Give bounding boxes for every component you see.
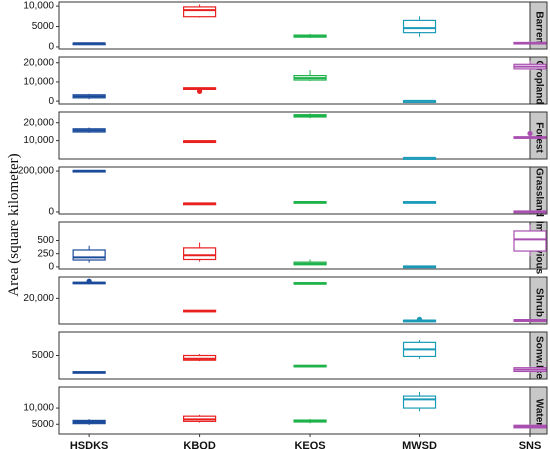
y-tick-label: 10,000 <box>23 77 54 88</box>
box-mwsd <box>402 156 437 160</box>
box-iqr <box>402 395 437 409</box>
panel-water: Water 5000 10,000 <box>23 386 548 435</box>
box-keqs <box>293 282 327 285</box>
box-hsdks <box>72 245 106 263</box>
panel-frame <box>58 111 531 160</box>
panel-frame <box>58 166 531 215</box>
box-iqr <box>182 247 217 261</box>
box-sns <box>513 366 547 373</box>
box-sns <box>513 60 547 71</box>
box-keqs <box>293 33 327 38</box>
box-mwsd <box>402 316 437 323</box>
box-hsdks <box>72 278 106 285</box>
y-tick-label: 20,000 <box>23 293 54 304</box>
box-hsdks <box>72 127 106 133</box>
box-hsdks <box>72 169 106 173</box>
x-tick-label-keqs: KEQS <box>294 440 325 449</box>
box-iqr <box>72 249 106 261</box>
box-hsdks <box>72 93 106 100</box>
y-tick-label: 10,000 <box>23 1 54 12</box>
box-keqs <box>293 200 327 204</box>
box-hsdks <box>72 371 106 374</box>
box-iqr <box>182 6 217 18</box>
box-kbqd <box>182 87 217 94</box>
y-tick-label: 20,000 <box>23 57 54 68</box>
box-mwsd <box>402 265 437 269</box>
outlier-point <box>196 88 203 94</box>
box-kbqd <box>182 202 217 206</box>
panel-strip-label: Grassland <box>533 168 544 217</box>
box-mwsd <box>402 339 437 359</box>
panel-frame <box>58 331 531 380</box>
panel-strip-label: Shrub <box>533 288 544 317</box>
panel-strip <box>529 276 548 325</box>
panel-frame <box>58 221 531 270</box>
box-keqs <box>293 113 327 119</box>
x-tick-label-hsdks: HSDKS <box>70 440 109 449</box>
box-mwsd <box>402 16 437 37</box>
box-kbqd <box>182 414 217 423</box>
box-keqs <box>293 364 327 368</box>
panel-sonwice: Sonw.Ice 5000 <box>32 331 548 380</box>
box-hsdks <box>72 419 106 425</box>
box-sns <box>513 210 547 214</box>
box-sns <box>513 130 547 139</box>
x-tick-label-sns: SNS <box>519 440 542 449</box>
panel-strip <box>529 386 548 435</box>
panel-frame <box>58 386 531 435</box>
box-keqs <box>293 70 327 81</box>
box-mwsd <box>402 99 437 103</box>
panel-strip <box>529 1 548 50</box>
y-tick-label: 200,000 <box>18 166 55 177</box>
box-sns <box>513 224 547 257</box>
y-tick-label: 5000 <box>32 419 55 430</box>
panel-strip-label: Water <box>533 399 544 427</box>
box-iqr <box>402 19 437 34</box>
y-tick-label: 10,000 <box>23 135 54 146</box>
y-tick-label: 10,000 <box>23 403 54 414</box>
y-tick-label: 0 <box>48 207 54 218</box>
box-mwsd <box>402 201 437 204</box>
panel-shrub: Shrub 20,000 <box>23 276 548 325</box>
y-tick-label: 500 <box>37 235 54 246</box>
panel-strip-label: Sonw.Ice <box>533 336 544 379</box>
y-tick-label: 0 <box>48 42 54 53</box>
y-tick-label: 20,000 <box>23 117 54 128</box>
y-tick-label: 0 <box>48 96 54 107</box>
y-tick-label: 5000 <box>32 21 55 32</box>
y-tick-label: 250 <box>37 248 54 259</box>
box-sns <box>513 424 547 429</box>
box-keqs <box>293 259 327 266</box>
box-iqr <box>513 230 547 252</box>
outlier-point <box>527 130 533 137</box>
box-kbqd <box>182 309 217 313</box>
y-tick-label: 0 <box>48 262 54 273</box>
panel-frame <box>58 276 531 325</box>
x-tick-label-mwsd: MWSD <box>402 440 437 449</box>
panel-strip <box>529 166 548 215</box>
panel-frame <box>58 1 531 50</box>
box-keqs <box>293 419 327 424</box>
panel-impervious: Impervious0250500 <box>37 221 548 275</box>
y-tick-label: 5000 <box>32 350 55 361</box>
box-hsdks <box>72 42 106 46</box>
panel-barren: Barren 0 5000 10,000 <box>23 1 548 53</box>
panel-strip-label: Barren <box>533 11 544 43</box>
outlier-point <box>416 316 423 322</box>
panel-grassland: Grassland 0 200,000 <box>18 166 548 218</box>
y-axis-title: Area (square kilometer) <box>6 153 22 296</box>
box-kbqd <box>182 242 217 262</box>
box-kbqd <box>182 4 217 18</box>
panel-cropland: Cropland 0 10,000 20,000 <box>23 56 548 107</box>
panel-strip-label: Cropland <box>533 61 544 105</box>
x-tick-label-kbqd: KBQD <box>183 440 215 449</box>
box-sns <box>513 319 547 322</box>
box-kbqd <box>182 140 217 144</box>
box-sns <box>513 41 547 45</box>
outlier-point <box>86 278 92 284</box>
box-kbqd <box>182 354 217 362</box>
box-mwsd <box>402 391 437 412</box>
